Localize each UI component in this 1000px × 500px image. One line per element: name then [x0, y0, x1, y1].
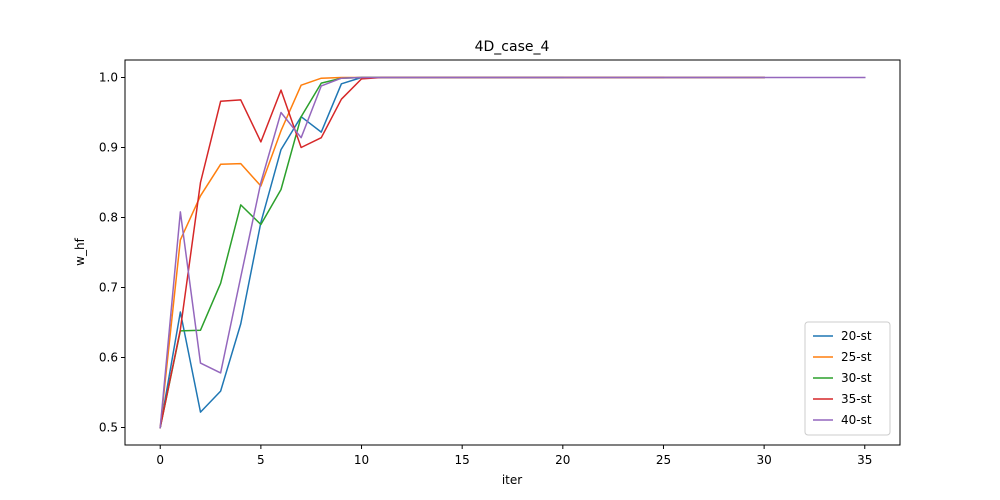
y-axis-label: w_hf	[73, 237, 87, 265]
legend-label: 40-st	[841, 413, 872, 427]
x-tick-label: 20	[555, 453, 570, 467]
plot-lines	[159, 76, 866, 429]
x-tick-label: 25	[656, 453, 671, 467]
y-tick-label: 1.0	[99, 71, 118, 85]
legend-label: 35-st	[841, 392, 872, 406]
legend-box	[804, 321, 891, 436]
legend-label: 20-st	[841, 329, 872, 343]
series-line-40-st	[159, 76, 866, 429]
chart-title: 4D_case_4	[475, 39, 550, 55]
x-tick-label: 0	[156, 453, 164, 467]
y-tick-label: 0.8	[99, 211, 118, 225]
x-axis-label: iter	[502, 473, 522, 487]
y-axis: 0.5 0.6 0.7 0.8 0.9 1.0	[99, 71, 125, 435]
legend-label: 25-st	[841, 350, 872, 364]
y-tick-label: 0.5	[99, 421, 118, 435]
x-tick-label: 15	[455, 453, 470, 467]
y-tick-label: 0.9	[99, 141, 118, 155]
x-tick-label: 10	[354, 453, 369, 467]
x-axis: 0 5 10 15 20 25 30 35	[156, 445, 872, 467]
x-tick-label: 35	[857, 453, 872, 467]
legend-label: 30-st	[841, 371, 872, 385]
x-tick-label: 5	[257, 453, 265, 467]
y-tick-label: 0.7	[99, 281, 118, 295]
y-tick-label: 0.6	[99, 351, 118, 365]
legend: 20-st 25-st 30-st 35-st 40-st	[804, 321, 891, 436]
plot-frame	[124, 59, 901, 446]
x-tick-label: 30	[756, 453, 771, 467]
